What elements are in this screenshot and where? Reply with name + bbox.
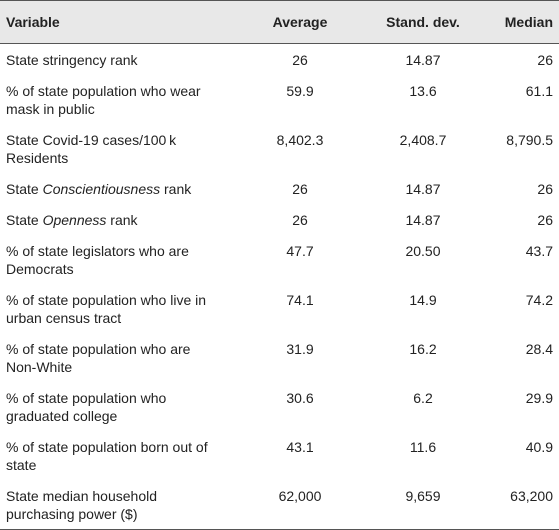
- value-cell: 43.1: [286, 438, 314, 455]
- variable-line: % of state legislators who are: [6, 242, 189, 259]
- value-cell: 26: [292, 51, 308, 68]
- value-cell: 13.6: [409, 82, 437, 99]
- header-cell: Median: [494, 0, 559, 44]
- value-cell: 31.9: [286, 340, 314, 357]
- value-cell: 61.1: [525, 82, 553, 99]
- variable-cell: State Covid-19 cases/100 k Residents: [0, 124, 248, 173]
- value-cell: 14.87: [405, 180, 441, 197]
- value-cell: 9,659: [352, 480, 494, 530]
- value-cell: 26: [292, 180, 308, 197]
- variable-line: urban census tract: [6, 309, 122, 326]
- text-segment: rank: [160, 180, 192, 197]
- variable-cell: % of state population who live in urban c…: [0, 284, 248, 333]
- value-cell: 29.9: [525, 389, 553, 406]
- variable-cell: State median household purchasing power (…: [0, 480, 248, 530]
- value-cell: 28.4: [525, 340, 553, 357]
- text-segment: State: [6, 180, 43, 197]
- variable-cell: State stringency rank: [0, 44, 248, 76]
- value-cell: 47.7: [286, 242, 314, 259]
- value-cell: 20.50: [405, 242, 441, 259]
- value-cell: 74.2: [525, 291, 553, 308]
- variable-line: Non-White: [6, 358, 73, 375]
- table-row: % of state legislators who are Democrats 4…: [0, 235, 559, 284]
- header-cell: Variable: [0, 0, 248, 44]
- variable-cell: % of state population born out of state: [0, 431, 248, 480]
- header-row: Variable Average Stand. dev. Median: [0, 0, 559, 44]
- table-row: State Openness rank 26 14.87 26: [0, 204, 559, 235]
- table-body: State stringency rank 26 14.87 26 % of state…: [0, 44, 559, 530]
- value-cell: 30.6: [286, 389, 314, 406]
- text-segment: rank: [106, 211, 138, 228]
- variable-cell: % of state population who are Non-White: [0, 333, 248, 382]
- value-cell: 40.9: [525, 438, 553, 455]
- variable-line: State Conscientiousness rank: [6, 180, 242, 198]
- variable-line: mask in public: [6, 100, 95, 117]
- table-row: State stringency rank 26 14.87 26: [0, 44, 559, 76]
- text-segment: Conscientiousness: [42, 180, 161, 197]
- variable-line: purchasing power ($): [6, 505, 138, 522]
- table-row: State Covid-19 cases/100 k Residents 8,402…: [0, 124, 559, 173]
- table-row: % of state population who wear mask in pu…: [0, 75, 559, 124]
- variable-line: % of state population who wear: [6, 82, 201, 99]
- value-cell: 59.9: [286, 82, 314, 99]
- value-cell: 26: [537, 180, 553, 197]
- value-cell: 14.87: [405, 51, 441, 68]
- value-cell: 74.1: [286, 291, 314, 308]
- value-cell: 6.2: [413, 389, 433, 406]
- variable-cell: State Conscientiousness rank: [0, 173, 248, 204]
- value-cell: 11.6: [409, 438, 437, 455]
- table-row: State Conscientiousness rank 26 14.87 26: [0, 173, 559, 204]
- variable-line: state: [6, 456, 37, 473]
- value-cell: 26: [537, 211, 553, 228]
- variable-line: % of state population born out of: [6, 438, 208, 455]
- value-cell: 62,000: [248, 480, 352, 530]
- variable-line: State Openness rank: [6, 211, 242, 229]
- variable-line: State stringency rank: [6, 51, 138, 68]
- value-cell: 16.2: [409, 340, 437, 357]
- value-cell: 14.9: [409, 291, 437, 308]
- header-cell: Average: [248, 0, 352, 44]
- variable-line: graduated college: [6, 407, 118, 424]
- value-cell: 8,790.5: [506, 131, 553, 148]
- value-cell: 43.7: [525, 242, 553, 259]
- table-row: % of state population who graduated colle…: [0, 382, 559, 431]
- value-cell: 8,402.3: [276, 131, 324, 148]
- value-cell: 2,408.7: [399, 131, 447, 148]
- variable-line: % of state population who live in: [6, 291, 207, 308]
- variable-line: Democrats: [6, 260, 74, 277]
- value-cell: 26: [537, 51, 553, 68]
- variable-line: % of state population who: [6, 389, 167, 406]
- value-cell: 63,200: [494, 480, 559, 530]
- header-cell: Stand. dev.: [352, 0, 494, 44]
- text-segment: Openness: [42, 211, 107, 228]
- variable-cell: State Openness rank: [0, 204, 248, 235]
- variable-line: State Covid-19 cases/100 k: [6, 131, 177, 148]
- table-row: % of state population born out of state 43…: [0, 431, 559, 480]
- text-segment: State: [6, 211, 43, 228]
- value-cell: 26: [292, 211, 308, 228]
- table-row: % of state population who live in urban c…: [0, 284, 559, 333]
- table-row: State median household purchasing power (…: [0, 480, 559, 530]
- value-cell: 14.87: [405, 211, 441, 228]
- variable-line: State median household: [6, 487, 157, 504]
- variable-cell: % of state population who wear mask in pu…: [0, 75, 248, 124]
- variable-line: Residents: [6, 149, 69, 166]
- variable-cell: % of state population who graduated colle…: [0, 382, 248, 431]
- variable-line: % of state population who are: [6, 340, 191, 357]
- table-row: % of state population who are Non-White 31…: [0, 333, 559, 382]
- variable-cell: % of state legislators who are Democrats: [0, 235, 248, 284]
